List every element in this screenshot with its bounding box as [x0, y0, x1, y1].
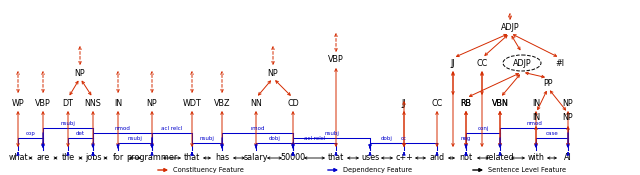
Text: PP: PP [543, 79, 553, 88]
Text: IN: IN [532, 114, 540, 122]
Text: JJ: JJ [402, 99, 406, 107]
Text: cop: cop [26, 131, 35, 136]
Text: acl relcl: acl relcl [304, 136, 325, 141]
Text: nsubj: nsubj [324, 131, 339, 136]
Text: not: not [460, 153, 472, 163]
Text: programmer: programmer [126, 153, 178, 163]
Text: related: related [486, 153, 515, 163]
Text: VBP: VBP [35, 99, 51, 107]
Text: JJ: JJ [451, 58, 455, 68]
Text: #I: #I [556, 58, 564, 68]
Text: nsubj: nsubj [200, 136, 214, 141]
Text: dobj: dobj [381, 136, 393, 141]
Text: VBP: VBP [328, 55, 344, 65]
Text: c++: c++ [395, 153, 413, 163]
Text: NP: NP [147, 99, 157, 107]
Text: VBN: VBN [492, 99, 508, 107]
Text: NP: NP [75, 68, 85, 78]
Text: nmod: nmod [526, 121, 542, 126]
Text: NP: NP [268, 68, 278, 78]
Text: Constituency Feature: Constituency Feature [173, 167, 244, 173]
Text: and: and [429, 153, 445, 163]
Text: has: has [215, 153, 229, 163]
Text: the: the [61, 153, 75, 163]
Text: for: for [113, 153, 124, 163]
Text: det: det [76, 131, 85, 136]
Text: 50000: 50000 [280, 153, 305, 163]
Text: conj: conj [477, 126, 489, 131]
Text: CD: CD [287, 99, 299, 107]
Text: Dependency Feature: Dependency Feature [343, 167, 412, 173]
Text: nmod: nmod [115, 126, 131, 131]
Text: case: case [546, 131, 558, 136]
Text: CC: CC [476, 58, 488, 68]
Text: neg: neg [461, 136, 471, 141]
Text: IN: IN [532, 99, 540, 107]
Text: NP: NP [563, 114, 573, 122]
Text: dobj: dobj [269, 136, 280, 141]
Text: salary: salary [244, 153, 268, 163]
Text: NN: NN [250, 99, 262, 107]
Text: that: that [184, 153, 200, 163]
Text: RB: RB [461, 99, 472, 107]
Text: ADJP: ADJP [500, 23, 519, 33]
Text: WP: WP [12, 99, 24, 107]
Text: VBN: VBN [492, 99, 508, 107]
Text: DT: DT [63, 99, 74, 107]
Text: NP: NP [563, 99, 573, 107]
Text: uses: uses [361, 153, 379, 163]
Text: are: are [36, 153, 50, 163]
Text: with: with [527, 153, 545, 163]
Text: RB: RB [461, 99, 472, 107]
Text: AI: AI [564, 153, 572, 163]
Text: nsubj: nsubj [127, 136, 143, 141]
Text: VBZ: VBZ [214, 99, 230, 107]
Text: that: that [328, 153, 344, 163]
Text: acl relcl: acl relcl [161, 126, 182, 131]
Text: IN: IN [114, 99, 122, 107]
Text: what: what [8, 153, 28, 163]
Text: NNS: NNS [84, 99, 101, 107]
Text: WDT: WDT [182, 99, 202, 107]
Text: nsubj: nsubj [61, 121, 76, 126]
Text: rmod: rmod [250, 126, 265, 131]
Text: jobs: jobs [84, 153, 101, 163]
Text: Sentence Level Feature: Sentence Level Feature [488, 167, 566, 173]
Text: ADJP: ADJP [513, 58, 531, 68]
Text: cc: cc [401, 136, 406, 141]
Text: CC: CC [431, 99, 443, 107]
